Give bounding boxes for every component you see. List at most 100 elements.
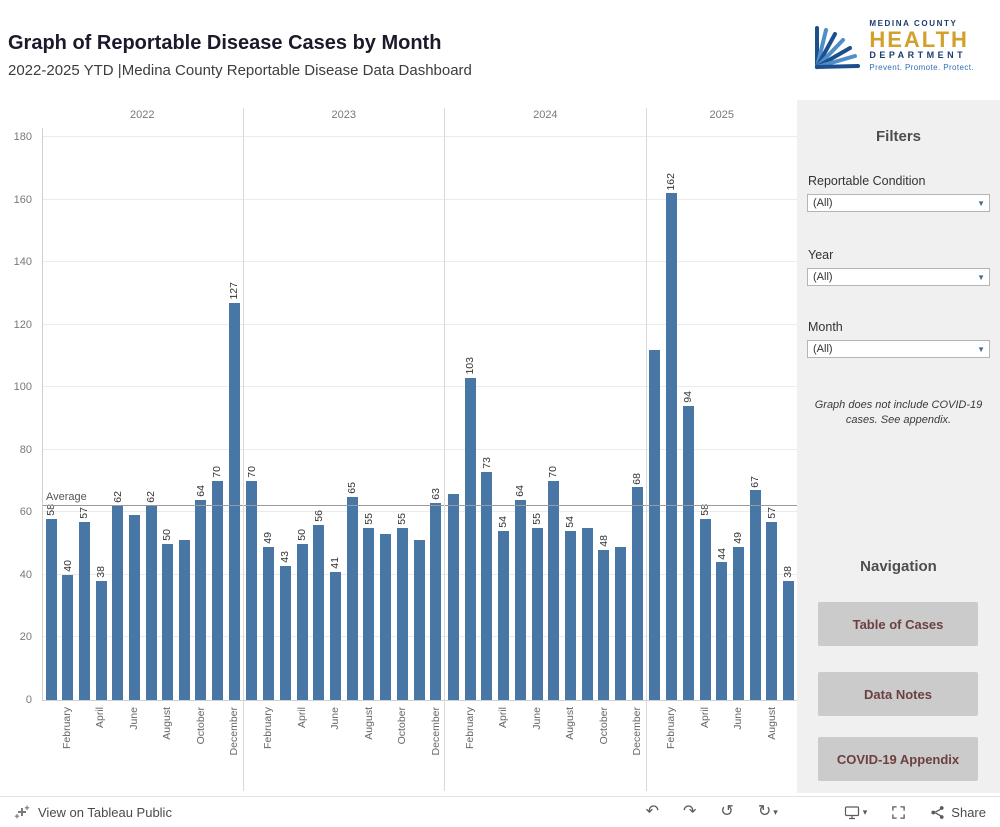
average-reference-line bbox=[243, 505, 445, 507]
refresh-icon[interactable]: ↻ ▾ bbox=[758, 804, 778, 820]
bar-2024-m12[interactable] bbox=[631, 487, 643, 700]
y-tick-label: 100 bbox=[13, 381, 32, 394]
bar-slot: 57 bbox=[764, 507, 781, 700]
bar-slot bbox=[411, 540, 428, 700]
bar-slot: 54 bbox=[495, 516, 512, 700]
logo-department: DEPARTMENT bbox=[869, 49, 967, 60]
bar-2023-m1[interactable] bbox=[246, 481, 258, 700]
bar-2024-m7[interactable] bbox=[548, 481, 560, 700]
bar-2024-m11[interactable] bbox=[615, 546, 627, 700]
bar-2023-m10[interactable] bbox=[396, 527, 408, 700]
filter-label-reportable-condition: Reportable Condition bbox=[808, 174, 926, 188]
bar-2025-m1[interactable] bbox=[649, 349, 661, 700]
month-slot: August bbox=[361, 701, 378, 791]
bar-value-label: 64 bbox=[514, 485, 527, 497]
bar-2023-m2[interactable] bbox=[263, 546, 275, 700]
bar-2025-m8[interactable] bbox=[766, 521, 778, 700]
view-on-tableau-link[interactable]: View on Tableau Public bbox=[14, 804, 172, 820]
bar-slot: 40 bbox=[60, 560, 77, 700]
bar-2023-m12[interactable] bbox=[430, 502, 442, 700]
reset-icon[interactable]: ↺ bbox=[720, 803, 734, 820]
month-slot bbox=[680, 701, 697, 791]
bar-slot bbox=[647, 349, 664, 700]
bars-row: 162 94 58 44 49 67 57 38 bbox=[647, 128, 797, 700]
bar-2023-m3[interactable] bbox=[279, 565, 291, 700]
month-dropdown[interactable]: (All) ▼ bbox=[807, 340, 990, 358]
data-notes-button[interactable]: Data Notes bbox=[818, 672, 978, 716]
year-label: 2022 bbox=[130, 109, 155, 121]
bar-value-label: 48 bbox=[597, 535, 610, 547]
y-tick-label: 0 bbox=[25, 694, 32, 706]
year-dropdown[interactable]: (All) ▼ bbox=[807, 268, 990, 286]
bar-value-label: 55 bbox=[396, 513, 409, 525]
bar-2023-m4[interactable] bbox=[296, 543, 308, 700]
bar-2022-m3[interactable] bbox=[79, 521, 91, 700]
bar-slot: 70 bbox=[545, 466, 562, 700]
bar-2022-m7[interactable] bbox=[145, 506, 157, 700]
bar-2025-m4[interactable] bbox=[699, 518, 711, 700]
bar-2024-m3[interactable] bbox=[481, 471, 493, 700]
bar-value-label: 127 bbox=[227, 282, 240, 300]
bar-2022-m10[interactable] bbox=[195, 499, 207, 700]
share-button[interactable]: Share bbox=[930, 805, 986, 820]
bar-2022-m8[interactable] bbox=[162, 543, 174, 700]
bar-2025-m6[interactable] bbox=[733, 546, 745, 700]
reportable-condition-dropdown[interactable]: (All) ▼ bbox=[807, 194, 990, 212]
bar-slot: 43 bbox=[277, 551, 294, 700]
bar-2024-m10[interactable] bbox=[598, 549, 610, 700]
gridline bbox=[646, 323, 797, 325]
bar-2022-m11[interactable] bbox=[212, 481, 224, 700]
bar-2025-m7[interactable] bbox=[749, 490, 761, 700]
month-slot: February bbox=[260, 701, 277, 791]
bar-2022-m6[interactable] bbox=[128, 515, 140, 700]
plot-panel: 70 49 43 50 56 41 65 55 55 63 bbox=[243, 128, 445, 701]
fullscreen-icon[interactable] bbox=[891, 805, 906, 820]
gridline bbox=[43, 511, 243, 513]
bar-2023-m9[interactable] bbox=[380, 534, 392, 700]
month-slot: February bbox=[59, 701, 76, 791]
month-slot: February bbox=[462, 701, 479, 791]
y-tick-label: 120 bbox=[13, 318, 32, 331]
bar-2024-m9[interactable] bbox=[581, 527, 593, 700]
bar-2025-m5[interactable] bbox=[716, 562, 728, 700]
gridline bbox=[243, 636, 445, 638]
bar-2025-m9[interactable] bbox=[783, 581, 795, 700]
bar-2025-m3[interactable] bbox=[682, 406, 694, 700]
undo-icon[interactable]: ↶ bbox=[645, 803, 660, 820]
month-slot: June bbox=[126, 701, 143, 791]
month-slot: August bbox=[159, 701, 176, 791]
bar-slot: 54 bbox=[562, 516, 579, 700]
bar-2022-m12[interactable] bbox=[228, 302, 240, 700]
bar-slot: 62 bbox=[143, 491, 160, 700]
device-preview-icon[interactable]: ▾ bbox=[844, 805, 867, 820]
bar-2023-m5[interactable] bbox=[313, 524, 325, 700]
bar-2022-m1[interactable] bbox=[45, 518, 57, 700]
gridline bbox=[243, 448, 445, 450]
bar-2024-m8[interactable] bbox=[564, 531, 576, 700]
y-axis: 0 20 40 60 80 100 120 140 160 180 bbox=[0, 128, 36, 706]
bar-2024-m5[interactable] bbox=[514, 499, 526, 700]
share-label: Share bbox=[951, 804, 986, 820]
bar-2022-m2[interactable] bbox=[62, 574, 74, 700]
covid-appendix-button[interactable]: COVID-19 Appendix bbox=[818, 737, 978, 781]
bar-2024-m6[interactable] bbox=[531, 527, 543, 700]
bar-slot bbox=[579, 527, 596, 700]
bar-2023-m8[interactable] bbox=[363, 527, 375, 700]
year-panel-2024: 2024 103 73 54 64 55 70 54 48 68 February April June… bbox=[445, 108, 647, 791]
month-slot bbox=[277, 701, 294, 791]
table-of-cases-button[interactable]: Table of Cases bbox=[818, 602, 978, 646]
bar-value-label: 54 bbox=[497, 516, 510, 529]
bar-2023-m11[interactable] bbox=[413, 540, 425, 700]
gridline bbox=[445, 511, 646, 513]
bar-2023-m6[interactable] bbox=[329, 571, 341, 700]
bar-2022-m9[interactable] bbox=[178, 540, 190, 700]
redo-icon[interactable]: ↷ bbox=[683, 803, 697, 820]
bar-2022-m4[interactable] bbox=[95, 581, 107, 700]
bar-2024-m4[interactable] bbox=[498, 531, 510, 700]
bar-2023-m7[interactable] bbox=[346, 496, 358, 700]
bar-2024-m1[interactable] bbox=[447, 493, 459, 700]
bar-2022-m5[interactable] bbox=[112, 506, 124, 700]
bar-2025-m2[interactable] bbox=[666, 193, 678, 700]
bar-2024-m2[interactable] bbox=[464, 377, 476, 700]
plot-panel: Average 58 40 57 38 62 62 50 64 70 127 bbox=[42, 128, 243, 701]
